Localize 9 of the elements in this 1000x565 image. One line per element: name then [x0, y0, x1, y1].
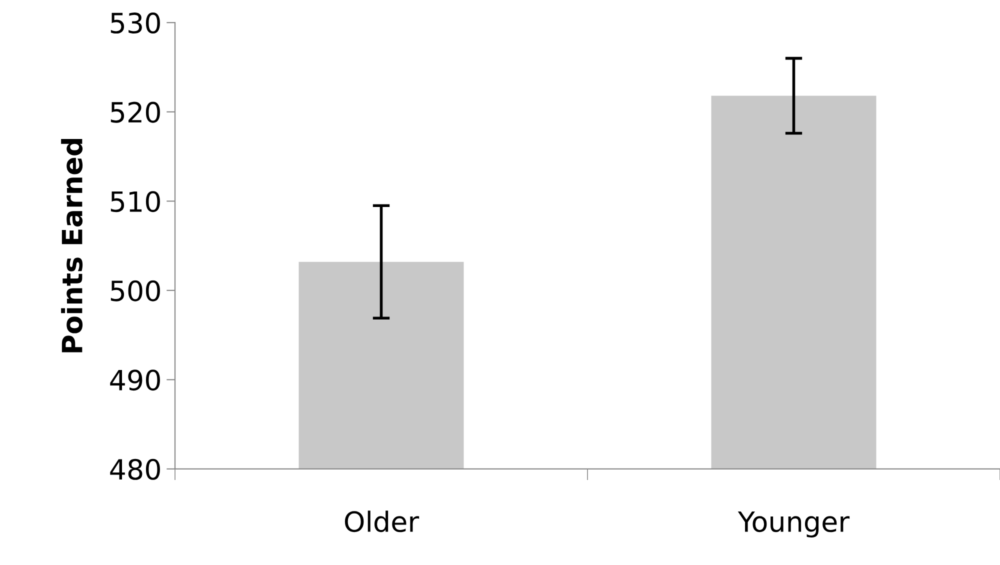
x-tick-label: Younger	[738, 511, 850, 538]
y-tick-label: 480	[110, 458, 160, 480]
y-tick-label: 530	[110, 12, 160, 34]
y-tick-label: 520	[110, 102, 160, 123]
y-tick-label: 510	[110, 191, 160, 212]
y-tick-label: 490	[110, 370, 160, 391]
y-axis-title: Points Earned	[61, 139, 83, 352]
y-tick-label: 500	[110, 280, 160, 302]
x-tick-label: Older	[344, 510, 420, 532]
